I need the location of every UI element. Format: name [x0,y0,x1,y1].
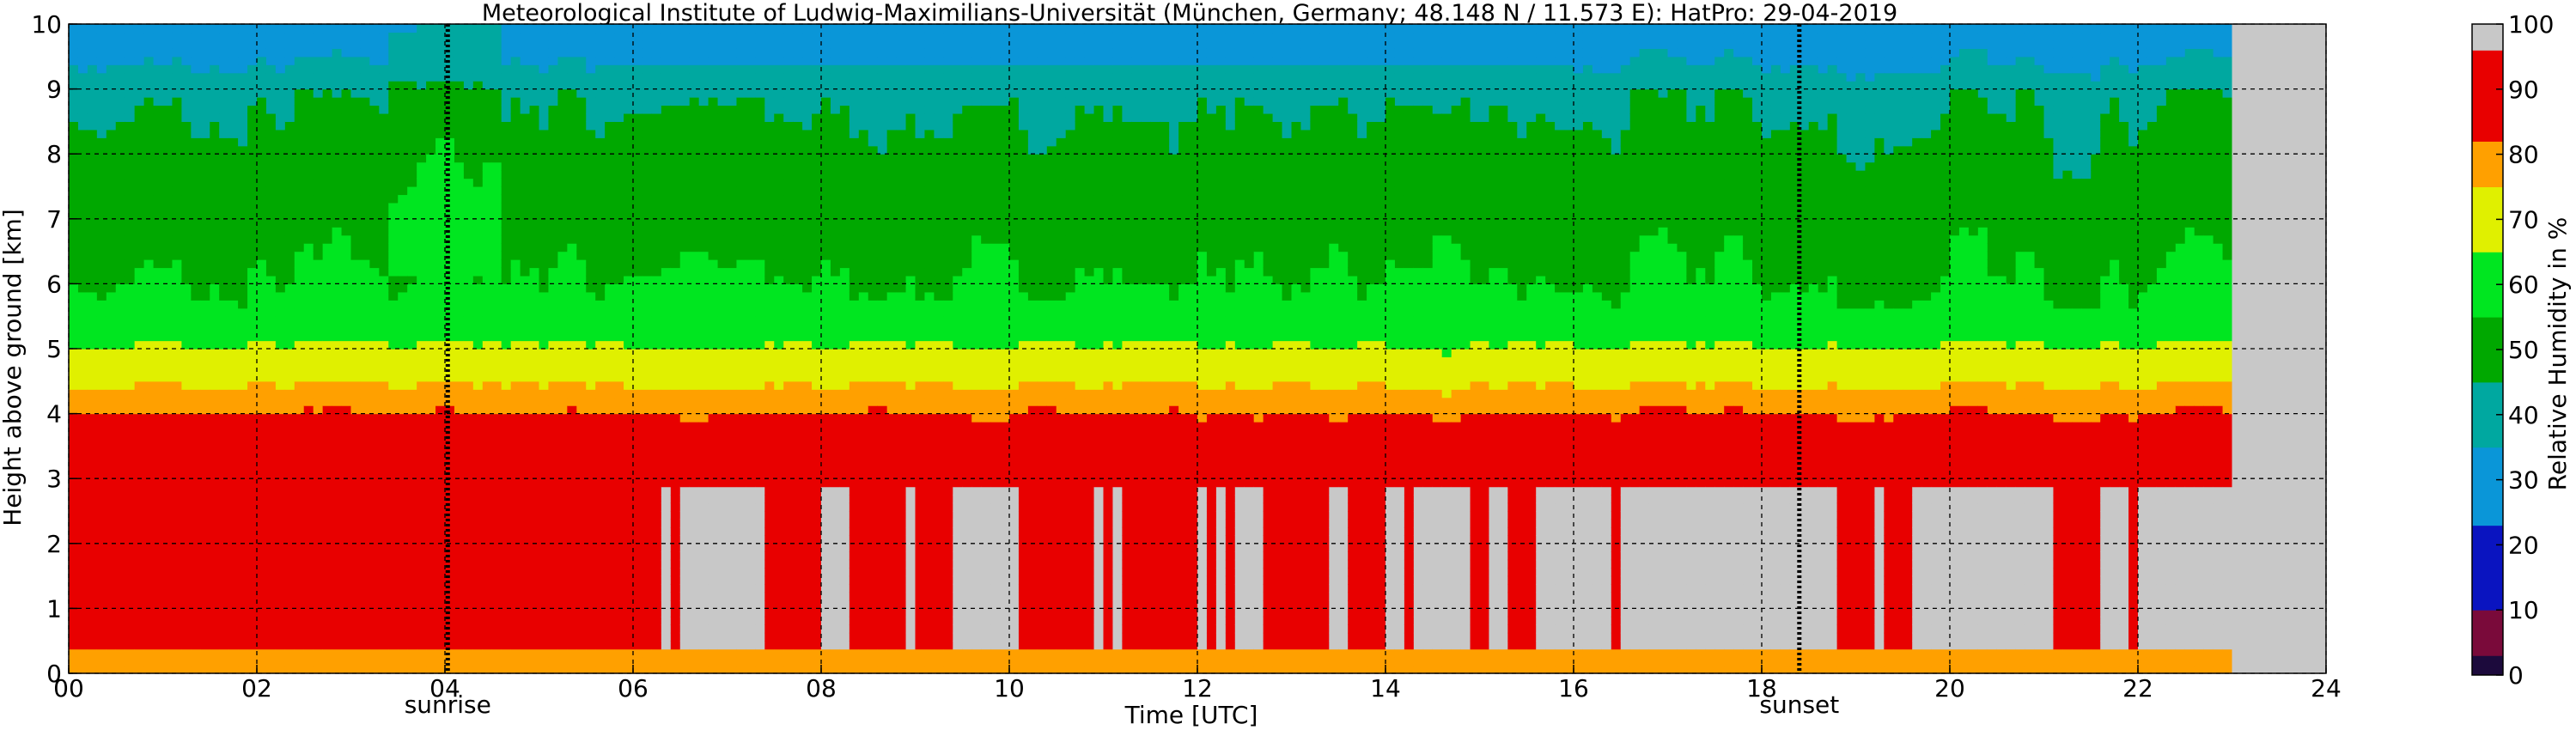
sun-event-labels: sunrise sunset [405,690,1840,719]
colorbar-tick-label: 40 [2508,401,2539,429]
y-tick-label: 2 [46,530,62,558]
colorbar-segment [2472,655,2503,676]
x-tick-label: 16 [1558,674,1589,703]
colorbar-tick-label: 10 [2508,596,2539,624]
y-tick-label: 8 [46,140,62,168]
x-tick-label: 22 [2122,674,2153,703]
x-tick-label: 10 [994,674,1025,703]
sun-event-lines [445,24,1802,673]
y-axis-ticks: 0 1 2 3 4 5 6 7 8 9 10 [31,10,77,688]
y-tick-label: 6 [46,270,62,298]
y-axis-label: Height above ground [km] [0,209,27,526]
y-tick-label: 7 [46,205,62,234]
colorbar-tick-label: 60 [2508,271,2539,299]
colorbar-segment [2472,610,2503,656]
colorbar [2471,23,2504,676]
heatmap-layer [69,24,2233,674]
colorbar-segment [2472,447,2503,526]
chart-title: Meteorological Institute of Ludwig-Maxim… [482,0,1897,27]
x-tick-label: 14 [1370,674,1401,703]
y-tick-label: 3 [46,465,62,493]
colorbar-tick-label: 30 [2508,466,2539,495]
x-tick-label: 24 [2311,674,2342,703]
colorbar-segment [2472,50,2503,142]
y-tick-label: 5 [46,335,62,363]
colorbar-label: Relative Humidity in % [2543,217,2572,491]
x-tick-label: 20 [1934,674,1965,703]
colorbar-tick-label: 80 [2508,141,2539,169]
x-tick-label: 00 [53,674,84,703]
colorbar-segment [2472,141,2503,187]
y-tick-label: 1 [46,594,62,623]
colorbar-tick-label: 90 [2508,76,2539,104]
y-tick-label: 0 [46,660,62,688]
x-tick-label: 06 [618,674,649,703]
x-tick-label: 18 [1746,674,1777,703]
colorbar-tick-label: 0 [2508,661,2524,690]
y-tick-label: 4 [46,400,62,429]
colorbar-tick-label: 50 [2508,336,2539,364]
colorbar-segment [2472,525,2503,611]
x-tick-label: 08 [806,674,837,703]
sun-event-label: sunset [1759,690,1839,719]
x-tick-label: 04 [429,674,460,703]
colorbar-tick-label: 20 [2508,531,2539,559]
colorbar-segment [2472,24,2503,51]
sun-event-label: sunrise [405,690,491,719]
plot-area [68,23,2327,674]
x-axis-label: Time [UTC] [1124,701,1258,729]
x-axis-ticks: 00 02 04 06 08 10 12 14 16 18 20 22 24 [53,665,2342,703]
colorbar-tick-label: 100 [2508,10,2554,39]
x-tick-label: 02 [241,674,272,703]
y-tick-label: 9 [46,76,62,104]
x-tick-label: 12 [1182,674,1213,703]
colorbar-tick-label: 70 [2508,205,2539,234]
y-tick-label: 10 [31,10,62,39]
colorbar-ticks: 0 10 20 30 40 50 60 70 80 90 100 [2496,10,2554,690]
